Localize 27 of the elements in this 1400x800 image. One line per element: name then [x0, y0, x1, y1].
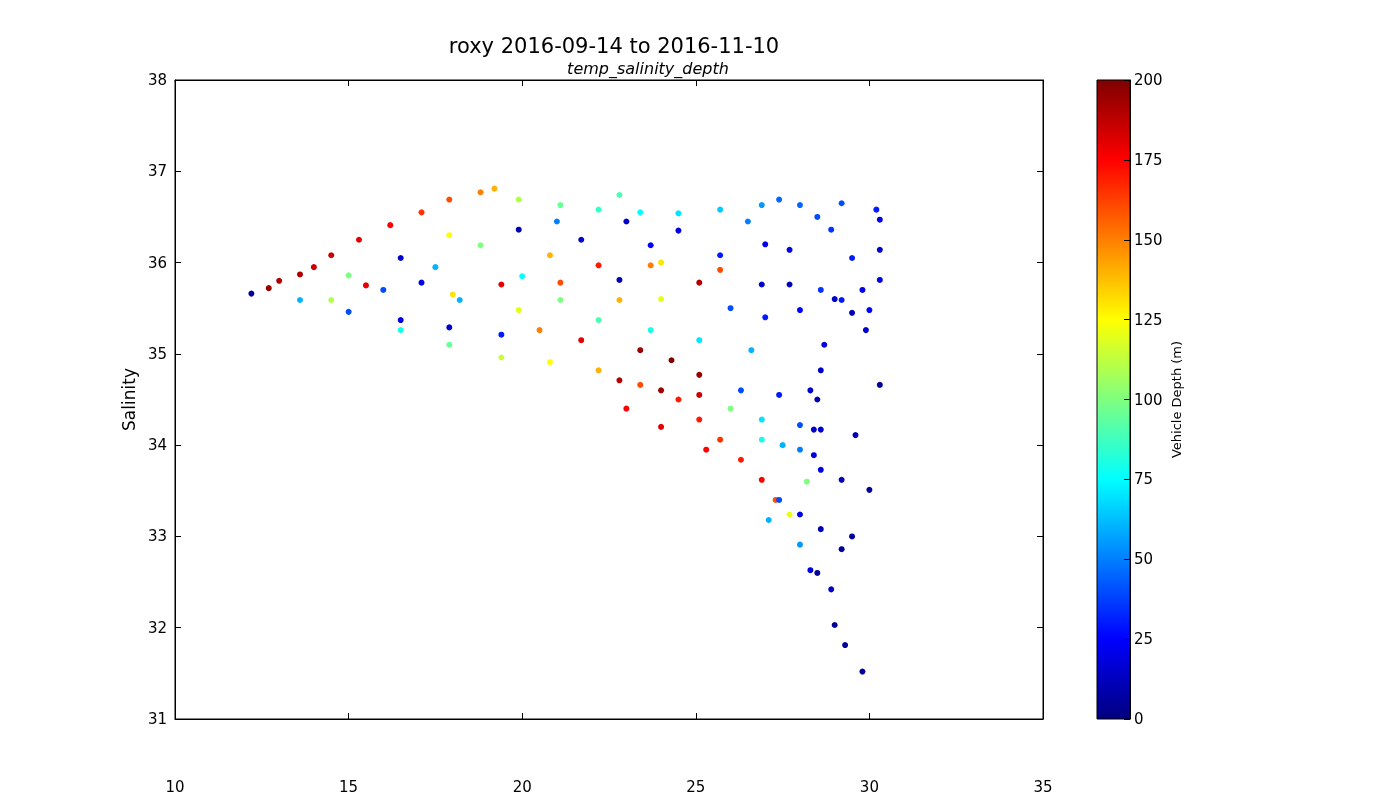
color-bar-label: 200	[1134, 71, 1163, 89]
color-bar-label: 0	[1134, 710, 1144, 728]
x-tick-label: 35	[1033, 777, 1053, 796]
y-axis-title: Salinity	[118, 368, 139, 431]
y-tick-label: 34	[147, 436, 167, 455]
color-bar-label: 150	[1134, 230, 1163, 249]
chart-subtitle: temp_salinity_depth	[567, 58, 729, 79]
y-tick-label: 31	[147, 710, 167, 728]
x-tick-label: 25	[686, 777, 706, 796]
color-bar-label: 75	[1134, 470, 1154, 489]
chart-title: roxy 2016-09-14 to 2016-11-10	[448, 33, 780, 58]
color-bar-label: 100	[1134, 390, 1163, 409]
y-tick-label: 38	[147, 71, 167, 89]
x-tick-label: 10	[165, 777, 185, 796]
x-tick-label: 15	[339, 777, 359, 796]
color-bar-title: Vehicle Depth (m)	[1169, 340, 1184, 459]
x-tick-label: 30	[859, 777, 879, 796]
y-tick-label: 35	[147, 344, 167, 363]
color-bar-label: 175	[1134, 150, 1163, 169]
color-bar-label: 25	[1134, 630, 1154, 649]
y-tick-label: 36	[147, 253, 167, 272]
y-tick-label: 32	[147, 618, 167, 637]
y-tick-label: 37	[147, 162, 167, 181]
color-bar-label: 125	[1134, 310, 1163, 329]
color-bar-label: 50	[1134, 550, 1154, 569]
x-tick-label: 20	[512, 777, 532, 796]
y-tick-label: 33	[147, 527, 167, 546]
